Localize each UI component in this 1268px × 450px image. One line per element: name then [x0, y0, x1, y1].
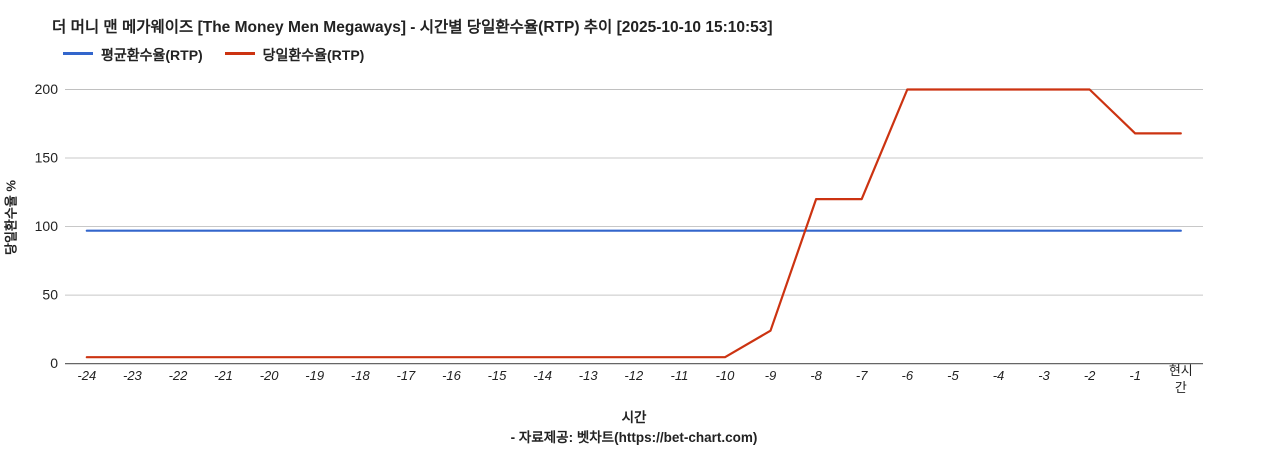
svg-text:-14: -14 — [533, 368, 552, 383]
svg-text:-10: -10 — [716, 368, 736, 383]
svg-text:50: 50 — [42, 287, 58, 303]
svg-text:-15: -15 — [488, 368, 508, 383]
svg-text:-16: -16 — [442, 368, 462, 383]
svg-text:-3: -3 — [1038, 368, 1050, 383]
svg-text:현시: 현시 — [1169, 363, 1193, 378]
svg-text:-4: -4 — [993, 368, 1005, 383]
svg-text:-8: -8 — [810, 368, 822, 383]
svg-text:-7: -7 — [856, 368, 868, 383]
svg-text:-9: -9 — [765, 368, 777, 383]
svg-text:200: 200 — [35, 81, 59, 97]
svg-text:-23: -23 — [123, 368, 143, 383]
svg-text:0: 0 — [50, 355, 58, 371]
svg-text:-20: -20 — [260, 368, 280, 383]
svg-text:-22: -22 — [169, 368, 189, 383]
svg-text:100: 100 — [35, 218, 59, 234]
svg-text:150: 150 — [35, 150, 59, 166]
svg-text:-5: -5 — [947, 368, 959, 383]
svg-text:-11: -11 — [670, 368, 688, 383]
svg-text:-12: -12 — [624, 368, 644, 383]
svg-text:-19: -19 — [305, 368, 324, 383]
svg-text:-24: -24 — [77, 368, 96, 383]
svg-text:-21: -21 — [214, 368, 233, 383]
svg-text:-1: -1 — [1129, 368, 1141, 383]
svg-text:-18: -18 — [351, 368, 371, 383]
svg-text:-6: -6 — [902, 368, 914, 383]
svg-text:간: 간 — [1175, 380, 1187, 395]
svg-text:-2: -2 — [1084, 368, 1096, 383]
svg-text:-13: -13 — [579, 368, 599, 383]
svg-text:-17: -17 — [397, 368, 417, 383]
